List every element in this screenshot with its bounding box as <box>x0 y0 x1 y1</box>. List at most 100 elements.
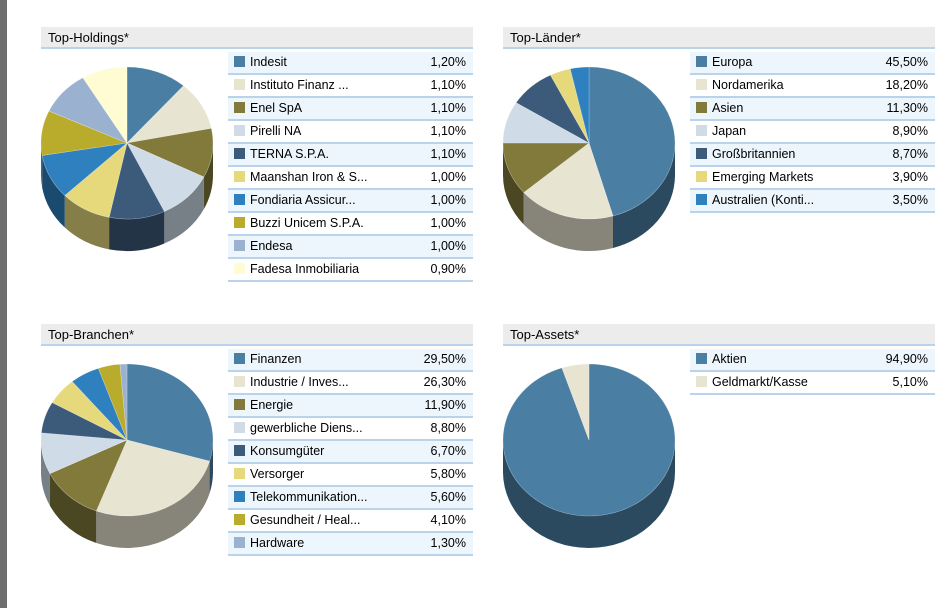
legend-row: Nordamerika 18,20% <box>690 75 935 98</box>
legend-value: 29,50% <box>423 352 466 366</box>
legend-value: 3,90% <box>892 170 928 184</box>
legend-swatch <box>234 399 245 410</box>
legend-label: Geldmarkt/Kasse <box>712 375 808 389</box>
pie-slice <box>41 110 129 156</box>
legend-swatch <box>696 102 707 113</box>
legend-row: Energie 11,90% <box>228 395 473 418</box>
legend-swatch <box>234 217 245 228</box>
legend-value: 6,70% <box>430 444 466 458</box>
pie-slice <box>503 102 590 144</box>
legend-value: 5,60% <box>430 490 466 504</box>
legend-row: Versorger 5,80% <box>228 464 473 487</box>
legend-row: Fondiaria Assicur... 1,00% <box>228 190 473 213</box>
panel-title: Top-Assets* <box>503 324 935 346</box>
legend-row: Australien (Konti... 3,50% <box>690 190 935 213</box>
legend-label: Fondiaria Assicur... <box>250 193 356 207</box>
pie-slice <box>515 74 590 144</box>
pie-slice <box>97 363 128 441</box>
legend-swatch <box>234 491 245 502</box>
legend-label: Australien (Konti... <box>712 193 815 207</box>
legend-swatch <box>234 468 245 479</box>
pie-slice <box>125 127 214 178</box>
pie-slice <box>126 142 205 212</box>
pie-slice <box>51 381 128 441</box>
pie-slice <box>126 85 212 144</box>
legend-value: 1,10% <box>430 101 466 115</box>
pie-slice <box>588 66 676 217</box>
pie-slice <box>561 363 590 441</box>
legend-value: 5,80% <box>430 467 466 481</box>
legend-value: 1,00% <box>430 170 466 184</box>
pie-slice-side <box>503 143 524 225</box>
legend-label: TERNA S.P.A. <box>250 147 329 161</box>
legend-value: 1,10% <box>430 78 466 92</box>
pie-slice <box>95 439 210 517</box>
legend-row: Gesundheit / Heal... 4,10% <box>228 510 473 533</box>
pie-slice-side <box>203 143 213 209</box>
pie-slice <box>82 66 128 144</box>
panel-top-branchen: Top-Branchen* Finanzen 29,50% Industrie / … <box>41 324 473 564</box>
panel-top-assets: Top-Assets* Aktien 94,90% Geldmarkt/Kasse 5… <box>503 324 935 564</box>
legend-row: Großbritannien 8,70% <box>690 144 935 167</box>
pie-slice <box>523 142 614 220</box>
pie-slice <box>569 66 590 144</box>
panel-title: Top-Länder* <box>503 27 935 49</box>
legend-swatch <box>234 171 245 182</box>
legend-label: Großbritannien <box>712 147 796 161</box>
legend-label: Versorger <box>250 467 305 481</box>
pie-slice <box>108 142 165 220</box>
pie-slice <box>41 402 128 441</box>
legend-label: Gesundheit / Heal... <box>250 513 361 527</box>
panel-top-holdings: Top-Holdings* Indesit 1,20% Instituto Fina… <box>41 27 473 282</box>
legend-swatch <box>234 240 245 251</box>
panel-title: Top-Holdings* <box>41 27 473 49</box>
pie-slice-side <box>164 176 204 244</box>
legend-value: 1,00% <box>430 216 466 230</box>
legend-label: Buzzi Unicem S.P.A. <box>250 216 364 230</box>
legend-swatch <box>234 56 245 67</box>
legend-value: 3,50% <box>892 193 928 207</box>
pie-slice-side <box>523 192 613 251</box>
legend-value: 0,90% <box>430 262 466 276</box>
legend-row: Finanzen 29,50% <box>228 349 473 372</box>
legend-row: Hardware 1,30% <box>228 533 473 556</box>
left-edge-bar <box>0 0 7 608</box>
legend-row: Geldmarkt/Kasse 5,10% <box>690 372 935 395</box>
legend-label: Nordamerika <box>712 78 784 92</box>
pie-slice-side <box>612 143 675 248</box>
pie-slice <box>503 363 676 517</box>
legend-value: 26,30% <box>423 375 466 389</box>
panel-title: Top-Branchen* <box>41 324 473 346</box>
legend-value: 8,90% <box>892 124 928 138</box>
pie-slice-side <box>41 143 43 188</box>
legend-swatch <box>234 125 245 136</box>
legend-swatch <box>234 102 245 113</box>
legend-table: Aktien 94,90% Geldmarkt/Kasse 5,10% <box>690 349 935 395</box>
legend-value: 5,10% <box>892 375 928 389</box>
pie-slice <box>41 142 128 196</box>
pie-slice <box>41 432 128 475</box>
legend-value: 1,10% <box>430 147 466 161</box>
legend-row: Fadesa Inmobiliaria 0,90% <box>228 259 473 282</box>
legend-label: Asien <box>712 101 744 115</box>
legend-swatch <box>696 148 707 159</box>
legend-label: gewerbliche Diens... <box>250 421 363 435</box>
legend-table: Indesit 1,20% Instituto Finanz ... 1,10% Ene… <box>228 52 473 282</box>
legend-swatch <box>696 376 707 387</box>
pie-slice-side <box>64 195 110 250</box>
legend-label: Energie <box>250 398 294 412</box>
legend-value: 94,90% <box>885 352 928 366</box>
legend-row: Maanshan Iron & S... 1,00% <box>228 167 473 190</box>
panel-top-laender: Top-Länder* Europa 45,50% Nordamerika 18,20… <box>503 27 935 267</box>
pie-slice <box>126 66 185 144</box>
legend-swatch <box>696 125 707 136</box>
legend-value: 1,10% <box>430 124 466 138</box>
legend-row: TERNA S.P.A. 1,10% <box>228 144 473 167</box>
pie-slice <box>119 363 128 441</box>
pie-slice-side <box>209 440 213 494</box>
legend-table: Finanzen 29,50% Industrie / Inves... 26,30%… <box>228 349 473 556</box>
legend-row: Telekommunikation... 5,60% <box>228 487 473 510</box>
pie-chart <box>41 66 214 251</box>
legend-label: Pirelli NA <box>250 124 302 138</box>
legend-swatch <box>696 171 707 182</box>
